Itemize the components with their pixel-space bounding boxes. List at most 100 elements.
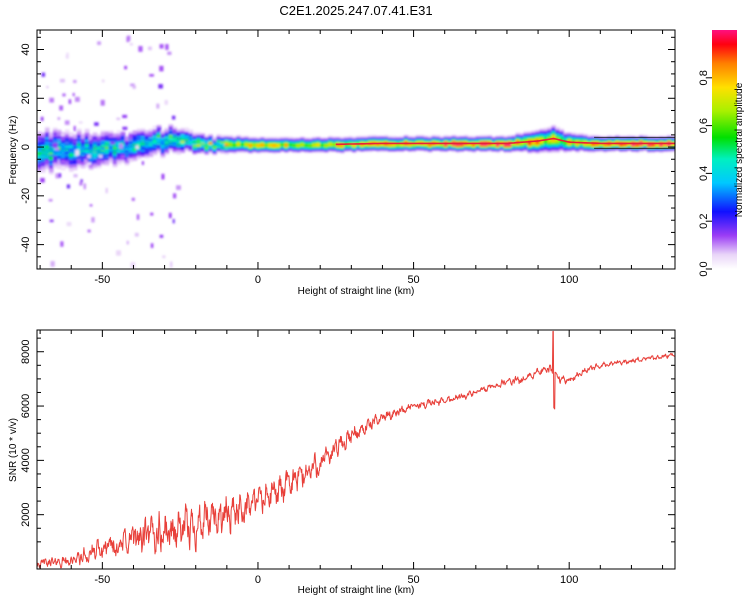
- heatmap-cell: [423, 144, 429, 147]
- heatmap-cell: [507, 135, 513, 137]
- heatmap-cell: [56, 157, 62, 160]
- heatmap-cell: [575, 150, 580, 152]
- heatmap-cell: [204, 151, 210, 153]
- heatmap-cell: [391, 144, 397, 146]
- heatmap-cell: [72, 165, 78, 168]
- heatmap-cell: [116, 139, 122, 142]
- heatmap-cell: [160, 153, 166, 155]
- heatmap-cell: [587, 140, 592, 142]
- heatmap-cell: [72, 144, 78, 146]
- heatmap-cell: [471, 151, 477, 153]
- heatmap-cell: [523, 150, 529, 152]
- heatmap-cell: [352, 144, 357, 146]
- heatmap-cell: [44, 157, 50, 160]
- heatmap-cell: [220, 148, 226, 151]
- heatmap-cell: [64, 135, 70, 138]
- heatmap-cell: [567, 138, 572, 141]
- heatmap-cell: [324, 145, 329, 148]
- heatmap-cell: [635, 151, 640, 153]
- heatmap-cell: [567, 139, 572, 142]
- heatmap-cell: [37, 144, 42, 147]
- heatmap-cell: [76, 161, 82, 163]
- heatmap-cell: [615, 139, 620, 142]
- heatmap-cell: [459, 140, 465, 142]
- heatmap-cell: [92, 157, 98, 160]
- heatmap-cell: [667, 137, 672, 140]
- heatmap-cell: [435, 135, 441, 137]
- heatmap-cell: [387, 150, 393, 152]
- heatmap-cell: [423, 149, 429, 152]
- heatmap-cell: [164, 144, 170, 146]
- heatmap-cell: [559, 148, 564, 151]
- heatmap-cell: [663, 148, 668, 151]
- heatmap-cell: [575, 147, 580, 150]
- heatmap-cell: [551, 145, 556, 148]
- heatmap-cell: [44, 128, 50, 131]
- heatmap-cell: [571, 143, 576, 145]
- heatmap-cell: [280, 148, 285, 151]
- heatmap-cell: [184, 130, 190, 132]
- heatmap-cell: [455, 148, 461, 151]
- heatmap-cell: [603, 146, 608, 149]
- heatmap-cell: [631, 150, 636, 152]
- heatmap-cell: [399, 144, 405, 147]
- heatmap-cell: [559, 145, 564, 148]
- heatmap-cell: [479, 136, 485, 139]
- heatmap-cell: [104, 149, 110, 152]
- heatmap-cell: [435, 144, 441, 146]
- heatmap-cell: [140, 142, 146, 144]
- heatmap-cell: [535, 133, 541, 135]
- heatmap-cell: [519, 146, 525, 149]
- heatmap-cell: [415, 136, 421, 139]
- heatmap-cell: [116, 159, 122, 161]
- heatmap-cell: [292, 142, 297, 144]
- heatmap-cell: [344, 138, 349, 141]
- heatmap-cell: [128, 141, 134, 143]
- heatmap-cell: [96, 143, 102, 145]
- heatmap-cell: [639, 139, 644, 142]
- heatmap-cell: [348, 148, 353, 151]
- heatmap-cell: [68, 164, 74, 167]
- heatmap-cell: [132, 139, 138, 142]
- heatmap-speckle: [79, 181, 83, 186]
- heatmap-cell: [475, 149, 481, 152]
- heatmap-cell: [591, 138, 596, 141]
- heatmap-speckle: [119, 143, 123, 149]
- heatmap-cell: [551, 133, 556, 135]
- heatmap-cell: [108, 153, 114, 155]
- heatmap-cell: [312, 151, 317, 153]
- heatmap-cell: [56, 136, 62, 139]
- heatmap-cell: [48, 171, 54, 173]
- heatmap-cell: [188, 149, 194, 152]
- heatmap-cell: [96, 166, 102, 169]
- heatmap-cell: [543, 131, 548, 133]
- y-tick-label: -40: [20, 237, 32, 253]
- heatmap-cell: [52, 157, 58, 160]
- heatmap-cell: [100, 159, 106, 161]
- heatmap-cell: [671, 135, 675, 138]
- heatmap-cell: [68, 165, 74, 168]
- heatmap-cell: [212, 149, 218, 152]
- heatmap-cell: [104, 157, 110, 160]
- heatmap-cell: [431, 135, 437, 137]
- heatmap-cell: [671, 150, 675, 152]
- heatmap-cell: [176, 136, 182, 139]
- heatmap-cell: [363, 148, 369, 151]
- heatmap-cell: [84, 165, 90, 168]
- heatmap-cell: [280, 139, 285, 142]
- heatmap-cell: [144, 140, 150, 142]
- heatmap-cell: [352, 144, 357, 147]
- heatmap-cell: [395, 141, 401, 143]
- heatmap-cell: [44, 160, 50, 162]
- heatmap-cell: [539, 148, 545, 151]
- heatmap-cell: [463, 136, 469, 139]
- heatmap-cell: [228, 135, 233, 138]
- heatmap-cell: [316, 144, 321, 147]
- heatmap-cell: [124, 137, 130, 140]
- heatmap-cell: [248, 149, 253, 152]
- heatmap-cell: [188, 137, 194, 140]
- heatmap-cell: [240, 135, 245, 138]
- heatmap-cell: [555, 147, 560, 150]
- heatmap-cell: [196, 148, 202, 151]
- heatmap-cell: [367, 144, 373, 146]
